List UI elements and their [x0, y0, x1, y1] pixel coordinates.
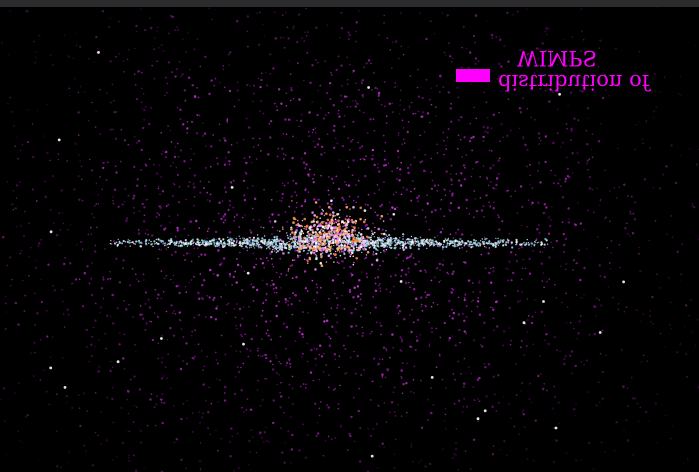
bright-stars — [49, 51, 625, 458]
wimp-halo-particles — [0, 7, 699, 472]
top-border — [0, 0, 699, 7]
galaxy-image — [0, 7, 699, 472]
legend-swatch — [456, 69, 490, 82]
legend: distribution of WIMPS — [454, 36, 674, 96]
galactic-bulge — [270, 199, 396, 271]
legend-label: distribution of WIMPS — [498, 36, 668, 94]
legend-label-line-2: WIMPS — [517, 46, 597, 70]
legend-label-line-1: distribution of — [498, 70, 650, 94]
